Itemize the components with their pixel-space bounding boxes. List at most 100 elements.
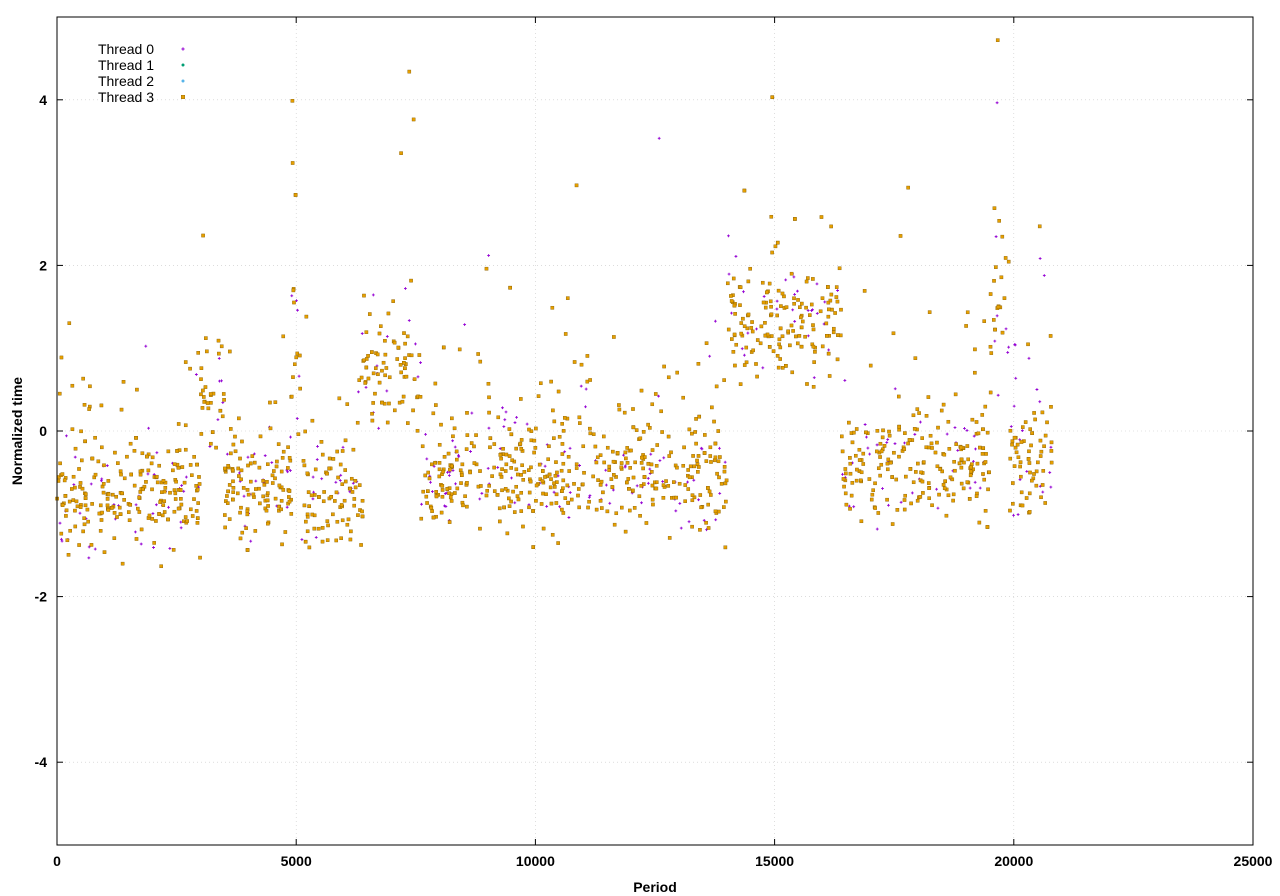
data-point <box>1049 445 1053 449</box>
data-point <box>1014 376 1018 380</box>
data-point <box>939 408 944 413</box>
data-point <box>578 464 581 467</box>
data-point <box>98 529 103 533</box>
data-point <box>501 406 504 410</box>
data-point <box>252 460 257 465</box>
data-point <box>641 466 645 471</box>
data-point <box>658 459 662 463</box>
data-point <box>692 495 697 500</box>
data-point <box>827 348 831 352</box>
data-point <box>657 136 661 140</box>
data-point <box>829 224 833 229</box>
data-point <box>320 539 325 544</box>
data-point <box>480 491 484 495</box>
data-point <box>364 330 369 334</box>
data-point <box>1002 296 1007 300</box>
data-point <box>880 435 885 440</box>
data-point <box>200 406 205 410</box>
data-point <box>568 491 572 494</box>
data-point <box>1009 425 1013 428</box>
data-point <box>240 530 245 535</box>
data-point <box>806 334 810 338</box>
data-point <box>451 434 455 439</box>
data-point <box>1032 411 1036 415</box>
data-point <box>875 443 879 447</box>
data-point <box>300 538 304 541</box>
data-point <box>544 492 548 496</box>
data-point <box>487 254 491 257</box>
data-point <box>73 455 77 459</box>
data-point <box>890 522 895 526</box>
data-point <box>279 499 284 503</box>
data-point <box>465 433 470 437</box>
data-point <box>1039 449 1044 454</box>
data-point <box>996 393 1000 397</box>
data-point <box>1007 345 1011 349</box>
data-point <box>993 339 997 343</box>
data-point <box>306 490 311 494</box>
data-point <box>574 462 579 467</box>
data-point <box>556 389 561 394</box>
data-point <box>760 280 765 285</box>
data-point <box>134 530 137 534</box>
data-point <box>139 542 143 546</box>
data-point <box>138 472 143 477</box>
data-point <box>980 413 985 417</box>
data-point <box>249 539 253 543</box>
data-point <box>502 425 506 428</box>
data-point <box>443 504 446 508</box>
data-point <box>138 490 143 494</box>
data-point <box>221 401 225 405</box>
data-point <box>59 355 64 360</box>
data-point <box>341 445 345 449</box>
data-point <box>929 441 934 446</box>
data-point <box>150 487 154 492</box>
data-point <box>920 436 924 440</box>
data-point <box>657 394 660 398</box>
data-point <box>792 275 796 279</box>
data-point <box>244 526 248 530</box>
data-point <box>708 454 713 458</box>
data-point <box>612 522 617 527</box>
data-point <box>350 490 355 494</box>
data-point <box>965 444 970 448</box>
data-point <box>866 446 870 450</box>
data-point <box>893 442 897 446</box>
data-point <box>1016 513 1020 516</box>
data-point <box>218 379 221 383</box>
data-point <box>601 490 605 495</box>
data-point <box>815 282 819 286</box>
data-point <box>547 444 551 449</box>
data-point <box>903 493 907 498</box>
data-point <box>661 480 665 483</box>
data-point <box>385 389 389 393</box>
data-point <box>532 450 536 455</box>
data-point <box>443 492 447 496</box>
data-point <box>660 430 664 434</box>
data-point <box>581 482 585 487</box>
data-point <box>444 505 448 508</box>
data-point <box>176 422 181 426</box>
data-point <box>377 426 381 430</box>
data-point <box>115 515 119 519</box>
data-point <box>974 447 977 451</box>
data-point <box>497 506 502 511</box>
data-point <box>414 342 417 346</box>
data-point <box>650 448 655 452</box>
data-point <box>263 454 267 458</box>
data-point <box>844 471 848 476</box>
data-point <box>579 384 583 388</box>
data-point <box>788 343 792 348</box>
data-point <box>385 335 389 338</box>
data-point <box>118 469 123 473</box>
data-point <box>738 303 742 307</box>
data-point <box>574 466 579 470</box>
series-3-points <box>55 38 1054 569</box>
data-point <box>72 483 76 486</box>
data-point <box>759 324 764 329</box>
data-point <box>454 449 459 454</box>
data-point <box>88 384 92 389</box>
data-point <box>430 462 434 467</box>
data-point <box>216 418 220 422</box>
data-point <box>513 501 517 505</box>
